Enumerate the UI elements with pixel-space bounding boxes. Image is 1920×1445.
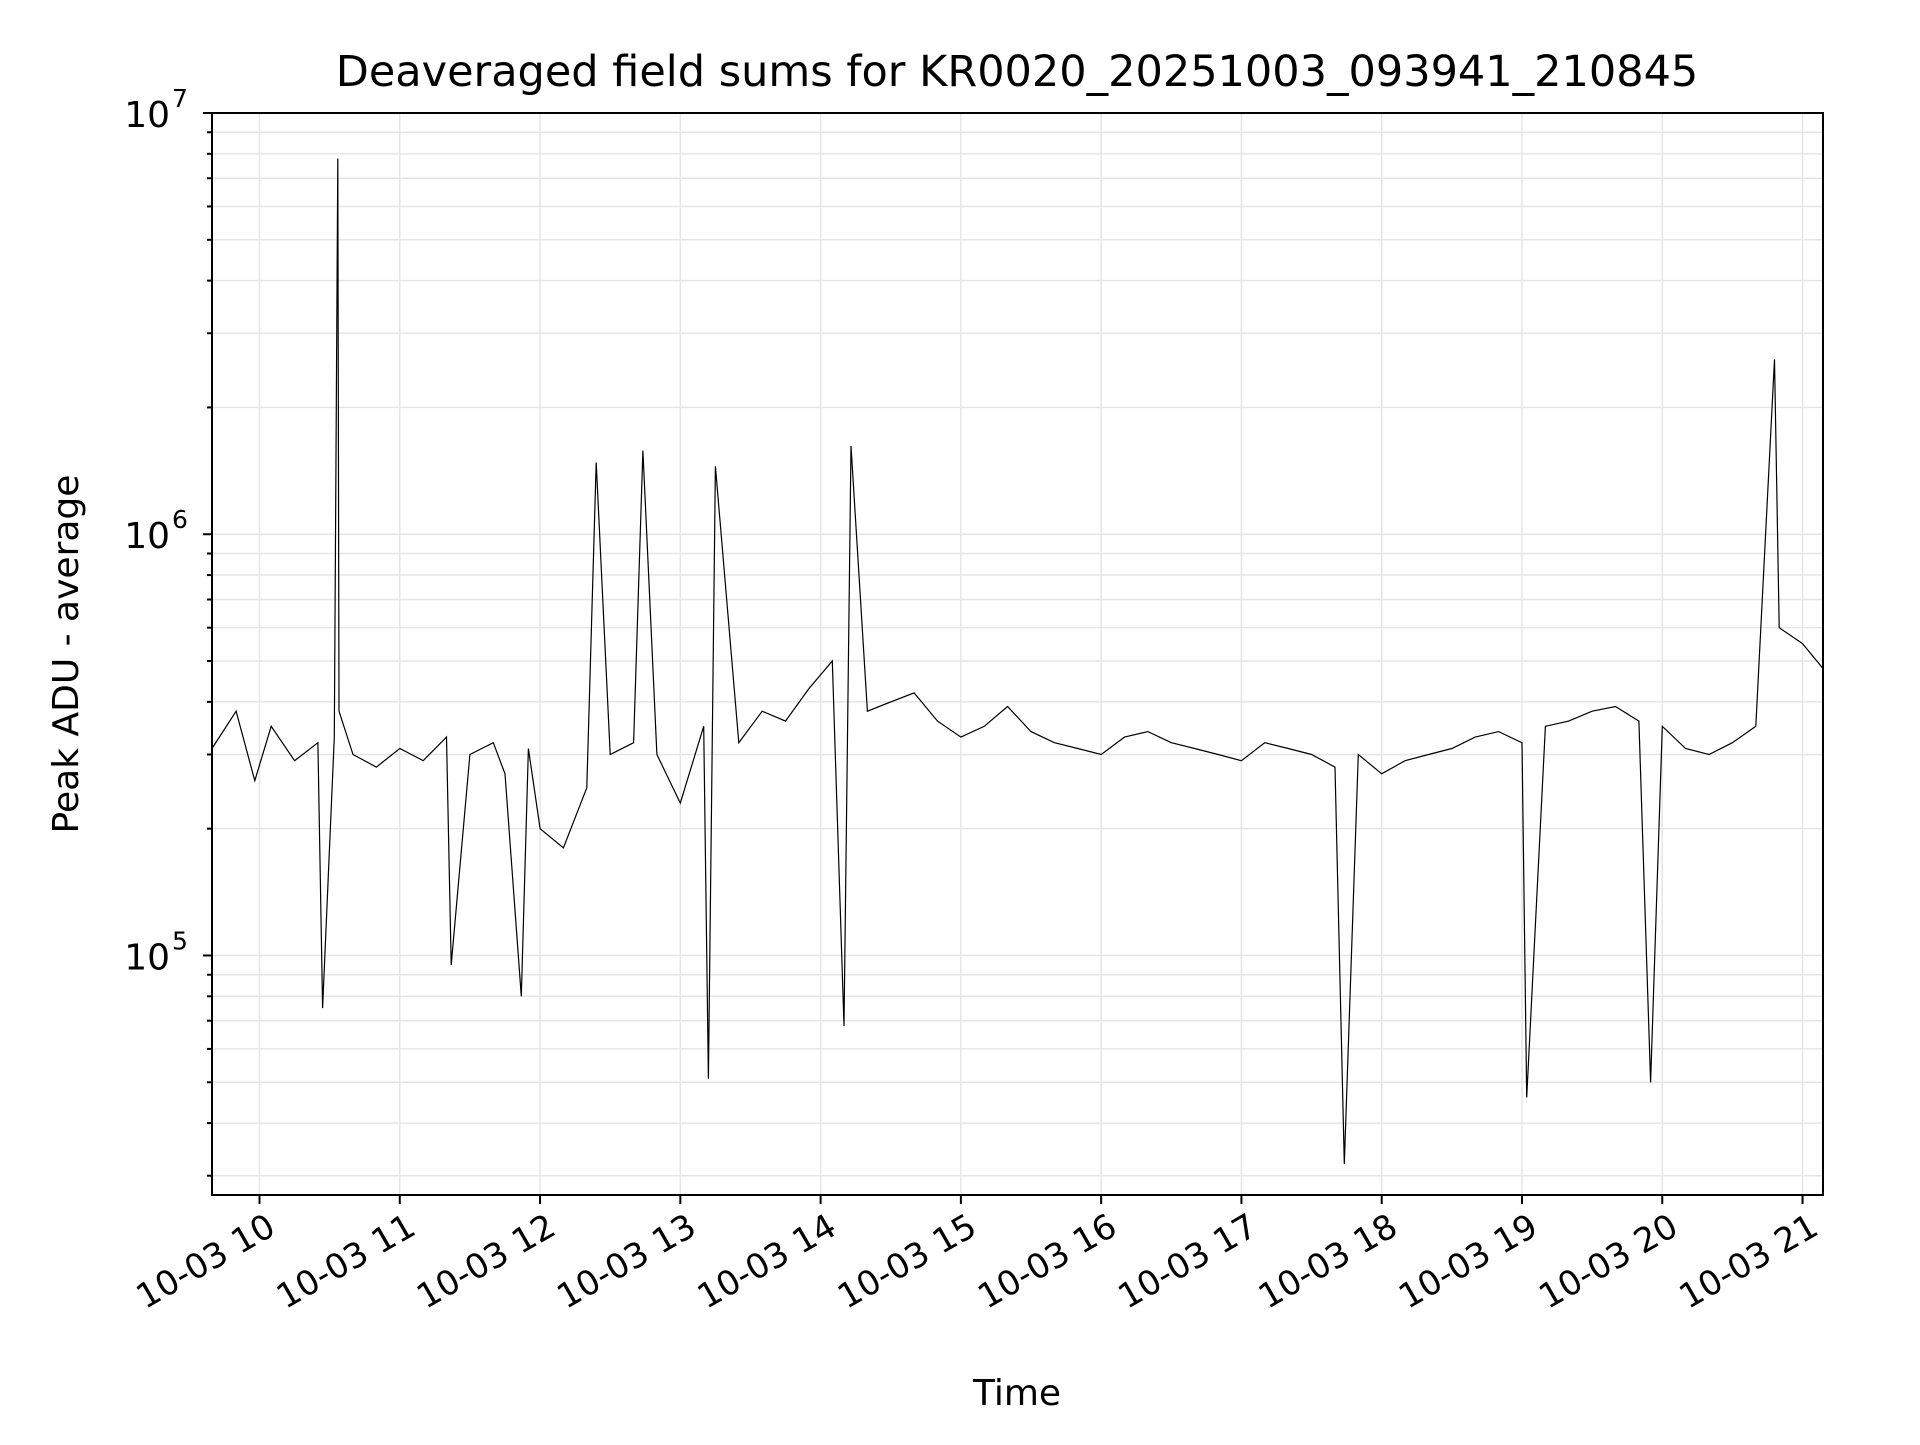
- chart-title: Deaveraged field sums for KR0020_2025100…: [336, 47, 1699, 97]
- y-tick-base: 10: [124, 516, 170, 557]
- y-axis-label: Peak ADU - average: [46, 475, 87, 834]
- plot-frame: [211, 112, 1824, 1196]
- y-tick-exponent: 6: [172, 505, 188, 534]
- x-tick-label: 10-03 12: [410, 1206, 562, 1317]
- y-tick-exponent: 5: [172, 926, 188, 955]
- grid: [212, 112, 1823, 1195]
- x-tick-label: 10-03 10: [130, 1206, 282, 1317]
- series-line: [211, 158, 1824, 1164]
- x-axis-label: Time: [972, 1373, 1061, 1414]
- y-tick-label: 10 7: [124, 84, 188, 136]
- x-tick-label: 10-03 19: [1392, 1206, 1544, 1317]
- y-tick-label: 10 5: [124, 926, 188, 978]
- x-tick-label: 10-03 15: [831, 1206, 983, 1317]
- y-tick-base: 10: [124, 937, 170, 978]
- x-tick-label: 10-03 17: [1112, 1206, 1264, 1317]
- x-tick-label: 10-03 16: [971, 1206, 1123, 1317]
- x-tick-label: 10-03 20: [1532, 1206, 1684, 1317]
- x-tick-label: 10-03 11: [270, 1206, 422, 1317]
- y-tick-label: 10 6: [124, 505, 188, 557]
- x-tick-label: 10-03 18: [1252, 1206, 1404, 1317]
- y-tick-base: 10: [124, 95, 170, 136]
- x-tick-label: 10-03 14: [691, 1206, 843, 1317]
- x-tick-label: 10-03 13: [550, 1206, 702, 1317]
- y-tick-exponent: 7: [172, 84, 188, 113]
- x-tick-label: 10-03 21: [1673, 1206, 1825, 1317]
